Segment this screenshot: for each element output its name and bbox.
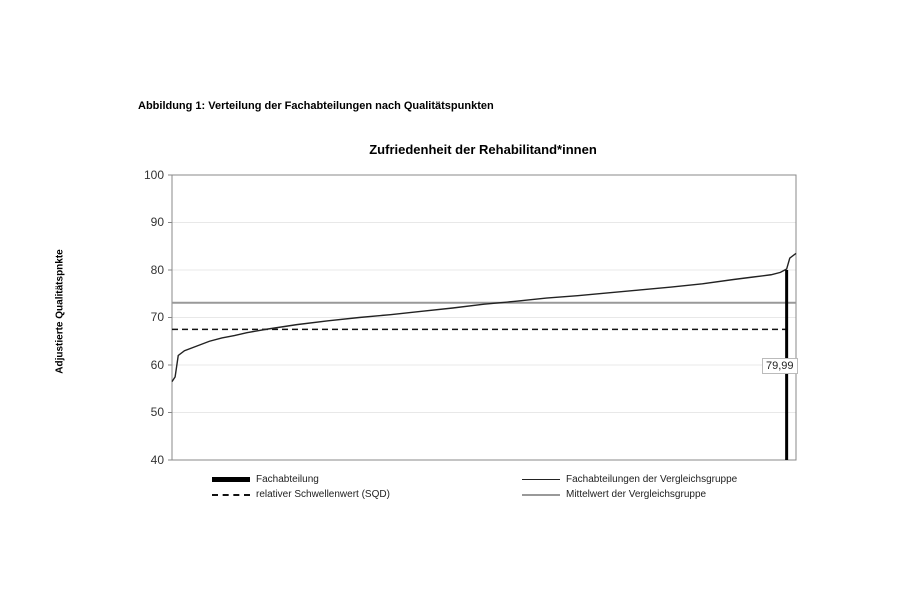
legend-item-schwellenwert: relativer Schwellenwert (SQD) [212, 489, 390, 500]
comparison-curve [171, 252, 797, 383]
y-tick: 100 [143, 168, 164, 182]
y-tick: 70 [150, 310, 164, 324]
y-tick: 50 [150, 405, 164, 419]
y-tick: 80 [150, 263, 164, 277]
legend-swatch-bar [212, 477, 250, 482]
y-tick: 40 [150, 453, 164, 467]
legend-item-fachabteilung: Fachabteilung [212, 474, 319, 485]
legend-swatch-gray [522, 493, 560, 496]
chart-title: Zufriedenheit der Rehabilitand*innen [369, 142, 597, 157]
legend-item-vergleichsgruppe: Fachabteilungen der Vergleichsgruppe [522, 474, 737, 485]
legend-item-mittelwert: Mittelwert der Vergleichsgruppe [522, 489, 706, 500]
legend-swatch-dashed [212, 493, 250, 496]
legend-swatch-line [522, 479, 560, 480]
y-tick: 90 [150, 215, 164, 229]
figure-caption: Abbildung 1: Verteilung der Fachabteilun… [138, 100, 494, 112]
value-label: 79,99 [762, 358, 798, 374]
y-tick: 60 [150, 358, 164, 372]
